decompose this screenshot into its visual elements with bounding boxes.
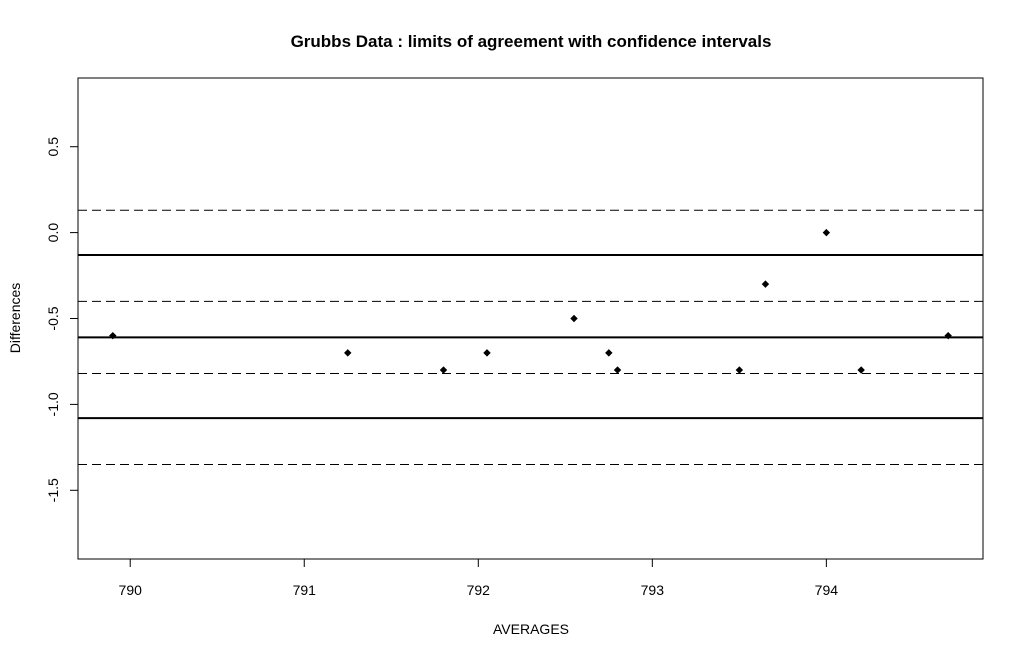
data-point bbox=[613, 366, 622, 374]
chart-title: Grubbs Data : limits of agreement with c… bbox=[291, 32, 772, 51]
x-tick-label: 793 bbox=[641, 582, 665, 598]
data-point bbox=[761, 280, 770, 288]
x-axis-label: AVERAGES bbox=[493, 621, 569, 637]
x-tick-label: 791 bbox=[293, 582, 317, 598]
x-tick-label: 790 bbox=[119, 582, 143, 598]
y-axis-label: Differences bbox=[7, 283, 23, 354]
data-point bbox=[944, 331, 952, 340]
y-tick-label: -0.5 bbox=[45, 306, 61, 330]
y-axis: 0.5 0.0 -0.5 -1.0 -1.5 bbox=[45, 137, 79, 502]
data-point bbox=[483, 349, 491, 357]
x-tick-label: 792 bbox=[467, 582, 491, 598]
data-point bbox=[109, 331, 117, 340]
y-tick-label: 0.0 bbox=[45, 223, 61, 243]
plot-frame bbox=[77, 77, 984, 560]
x-tick-label: 794 bbox=[815, 582, 839, 598]
data-point bbox=[857, 366, 865, 374]
y-tick-label: 0.5 bbox=[45, 137, 61, 157]
data-point bbox=[439, 366, 448, 374]
data-point bbox=[605, 349, 613, 357]
y-tick-label: -1.0 bbox=[45, 392, 61, 416]
x-axis: 790 791 792 793 794 bbox=[119, 558, 839, 598]
data-points bbox=[109, 228, 952, 374]
y-tick-label: -1.5 bbox=[45, 478, 61, 502]
data-point bbox=[735, 366, 744, 374]
reference-lines bbox=[78, 209, 983, 466]
data-point bbox=[570, 314, 578, 323]
data-point bbox=[344, 349, 352, 357]
data-point bbox=[822, 228, 831, 237]
